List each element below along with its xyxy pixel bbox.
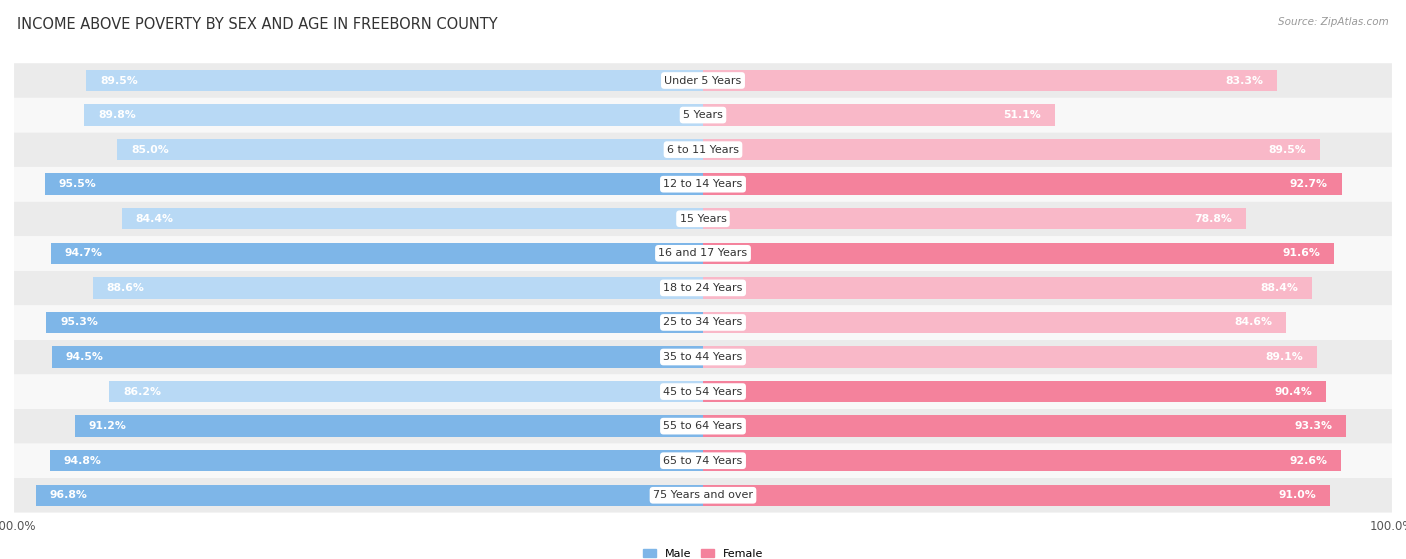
Bar	[703, 485, 1330, 506]
FancyBboxPatch shape	[14, 340, 1392, 375]
Text: 93.3%: 93.3%	[1294, 421, 1331, 431]
Bar	[703, 139, 1320, 160]
Text: 92.6%: 92.6%	[1289, 456, 1327, 466]
Text: 12 to 14 Years: 12 to 14 Years	[664, 179, 742, 189]
Text: 95.3%: 95.3%	[60, 318, 98, 328]
Text: 5 Years: 5 Years	[683, 110, 723, 120]
Text: Under 5 Years: Under 5 Years	[665, 75, 741, 86]
Text: 75 Years and over: 75 Years and over	[652, 490, 754, 500]
Bar	[703, 173, 1341, 195]
Bar	[86, 70, 703, 91]
Bar	[121, 208, 703, 230]
FancyBboxPatch shape	[14, 478, 1392, 513]
Bar	[52, 346, 703, 368]
Text: 51.1%: 51.1%	[1004, 110, 1042, 120]
Bar	[117, 139, 703, 160]
FancyBboxPatch shape	[14, 63, 1392, 98]
Text: 16 and 17 Years: 16 and 17 Years	[658, 248, 748, 258]
Text: 94.5%: 94.5%	[66, 352, 104, 362]
Text: 89.1%: 89.1%	[1265, 352, 1303, 362]
Bar	[703, 208, 1246, 230]
Text: 6 to 11 Years: 6 to 11 Years	[666, 145, 740, 155]
Bar	[37, 485, 703, 506]
FancyBboxPatch shape	[14, 132, 1392, 167]
Text: 89.5%: 89.5%	[100, 75, 138, 86]
Text: 90.4%: 90.4%	[1274, 387, 1312, 396]
Text: 96.8%: 96.8%	[49, 490, 87, 500]
Text: 25 to 34 Years: 25 to 34 Years	[664, 318, 742, 328]
Text: 15 Years: 15 Years	[679, 214, 727, 224]
Bar	[46, 312, 703, 333]
FancyBboxPatch shape	[14, 98, 1392, 132]
FancyBboxPatch shape	[14, 201, 1392, 236]
Bar	[703, 243, 1334, 264]
Text: 92.7%: 92.7%	[1289, 179, 1327, 189]
Bar	[45, 173, 703, 195]
Text: 18 to 24 Years: 18 to 24 Years	[664, 283, 742, 293]
Bar	[93, 277, 703, 299]
Bar	[703, 381, 1326, 402]
Bar	[703, 70, 1277, 91]
Text: 45 to 54 Years: 45 to 54 Years	[664, 387, 742, 396]
Text: 91.6%: 91.6%	[1282, 248, 1320, 258]
Bar	[703, 346, 1317, 368]
Text: 89.8%: 89.8%	[98, 110, 136, 120]
Text: 35 to 44 Years: 35 to 44 Years	[664, 352, 742, 362]
Bar	[703, 415, 1346, 437]
Text: 94.8%: 94.8%	[63, 456, 101, 466]
Bar	[51, 243, 703, 264]
Text: 88.4%: 88.4%	[1260, 283, 1298, 293]
Text: 88.6%: 88.6%	[107, 283, 145, 293]
Bar	[703, 312, 1286, 333]
Bar	[84, 105, 703, 126]
Bar	[703, 105, 1054, 126]
Bar	[703, 450, 1341, 471]
Text: 94.7%: 94.7%	[65, 248, 103, 258]
Bar	[703, 277, 1312, 299]
Bar	[49, 450, 703, 471]
Text: 91.2%: 91.2%	[89, 421, 127, 431]
Text: 55 to 64 Years: 55 to 64 Years	[664, 421, 742, 431]
Text: INCOME ABOVE POVERTY BY SEX AND AGE IN FREEBORN COUNTY: INCOME ABOVE POVERTY BY SEX AND AGE IN F…	[17, 17, 498, 32]
Text: 89.5%: 89.5%	[1268, 145, 1306, 155]
Text: Source: ZipAtlas.com: Source: ZipAtlas.com	[1278, 17, 1389, 27]
FancyBboxPatch shape	[14, 305, 1392, 340]
FancyBboxPatch shape	[14, 443, 1392, 478]
Bar	[75, 415, 703, 437]
Text: 86.2%: 86.2%	[122, 387, 160, 396]
Text: 78.8%: 78.8%	[1194, 214, 1232, 224]
FancyBboxPatch shape	[14, 167, 1392, 201]
Legend: Male, Female: Male, Female	[638, 544, 768, 559]
Text: 84.6%: 84.6%	[1234, 318, 1272, 328]
Text: 84.4%: 84.4%	[135, 214, 173, 224]
Text: 91.0%: 91.0%	[1278, 490, 1316, 500]
FancyBboxPatch shape	[14, 375, 1392, 409]
Text: 95.5%: 95.5%	[59, 179, 97, 189]
FancyBboxPatch shape	[14, 271, 1392, 305]
FancyBboxPatch shape	[14, 409, 1392, 443]
Text: 85.0%: 85.0%	[131, 145, 169, 155]
Bar	[110, 381, 703, 402]
FancyBboxPatch shape	[14, 236, 1392, 271]
Text: 65 to 74 Years: 65 to 74 Years	[664, 456, 742, 466]
Text: 83.3%: 83.3%	[1225, 75, 1263, 86]
